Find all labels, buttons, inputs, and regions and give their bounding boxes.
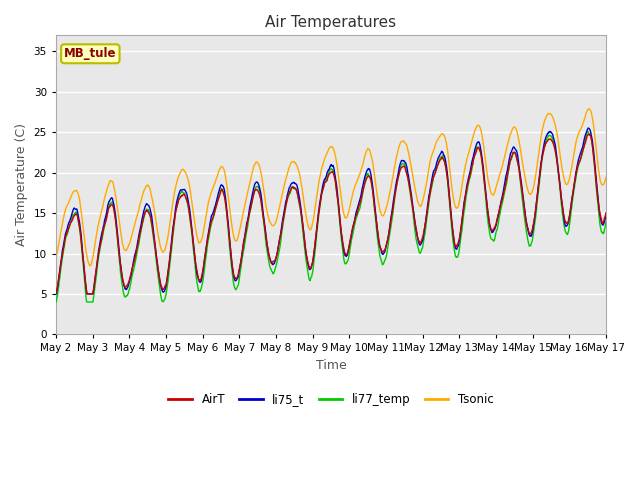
X-axis label: Time: Time bbox=[316, 359, 346, 372]
Legend: AirT, li75_t, li77_temp, Tsonic: AirT, li75_t, li77_temp, Tsonic bbox=[164, 388, 498, 410]
Title: Air Temperatures: Air Temperatures bbox=[266, 15, 397, 30]
Text: MB_tule: MB_tule bbox=[64, 48, 116, 60]
Y-axis label: Air Temperature (C): Air Temperature (C) bbox=[15, 123, 28, 246]
